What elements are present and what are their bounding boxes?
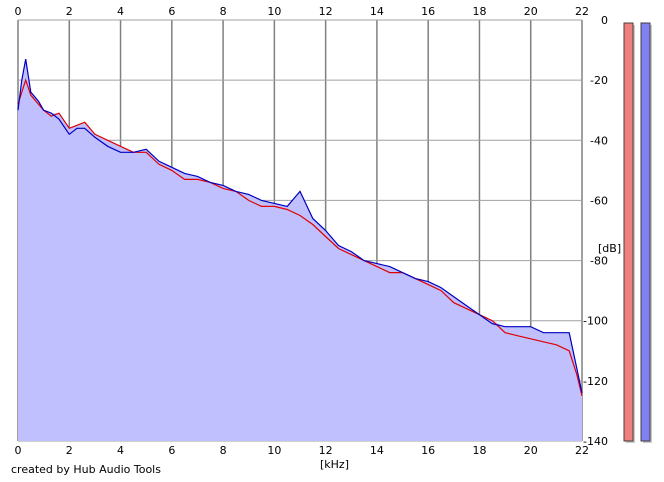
level-meters [623, 22, 652, 443]
x-tick-label-bottom: 4 [117, 444, 124, 457]
y-tick-label: -100 [583, 315, 608, 328]
level-meter-2 [640, 22, 651, 442]
spectrum-series-line-2 [17, 58, 583, 394]
x-tick-label-bottom: 6 [168, 444, 175, 457]
y-tick-label: -140 [583, 435, 608, 448]
x-tick-label-top: 22 [575, 5, 589, 18]
level-meter-1 [623, 22, 634, 442]
y-tick-label: -40 [590, 134, 608, 147]
x-tick-label-bottom: 10 [267, 444, 281, 457]
x-tick-label-top: 2 [66, 5, 73, 18]
y-axis-unit-label: [dB] [598, 242, 621, 255]
tick-labels: 002244668810101212141416161818202022220-… [15, 5, 609, 457]
series-layer [17, 58, 583, 397]
x-tick-label-bottom: 2 [66, 444, 73, 457]
spectrum-fill-area [18, 59, 582, 441]
x-tick-label-top: 18 [472, 5, 486, 18]
x-tick-label-top: 10 [267, 5, 281, 18]
y-tick-label: -20 [590, 74, 608, 87]
x-tick-label-top: 0 [15, 5, 22, 18]
x-tick-label-bottom: 12 [319, 444, 333, 457]
y-tick-label: -80 [590, 255, 608, 268]
x-tick-label-top: 8 [220, 5, 227, 18]
x-tick-label-top: 14 [370, 5, 384, 18]
credit-label: created by Hub Audio Tools [11, 463, 161, 476]
x-tick-label-top: 16 [421, 5, 435, 18]
spectrum-series-line-1 [17, 78, 583, 397]
x-tick-label-top: 6 [168, 5, 175, 18]
y-tick-label: -60 [590, 194, 608, 207]
x-axis-unit-label: [kHz] [320, 458, 349, 471]
x-tick-label-bottom: 0 [15, 444, 22, 457]
x-tick-label-bottom: 18 [472, 444, 486, 457]
x-tick-label-top: 12 [319, 5, 333, 18]
y-tick-label: 0 [601, 14, 608, 27]
x-tick-label-bottom: 14 [370, 444, 384, 457]
x-tick-label-bottom: 16 [421, 444, 435, 457]
x-tick-label-bottom: 20 [524, 444, 538, 457]
x-tick-label-top: 4 [117, 5, 124, 18]
y-tick-label: -120 [583, 375, 608, 388]
x-tick-label-top: 20 [524, 5, 538, 18]
x-tick-label-bottom: 8 [220, 444, 227, 457]
x-tick-label-bottom: 22 [575, 444, 589, 457]
